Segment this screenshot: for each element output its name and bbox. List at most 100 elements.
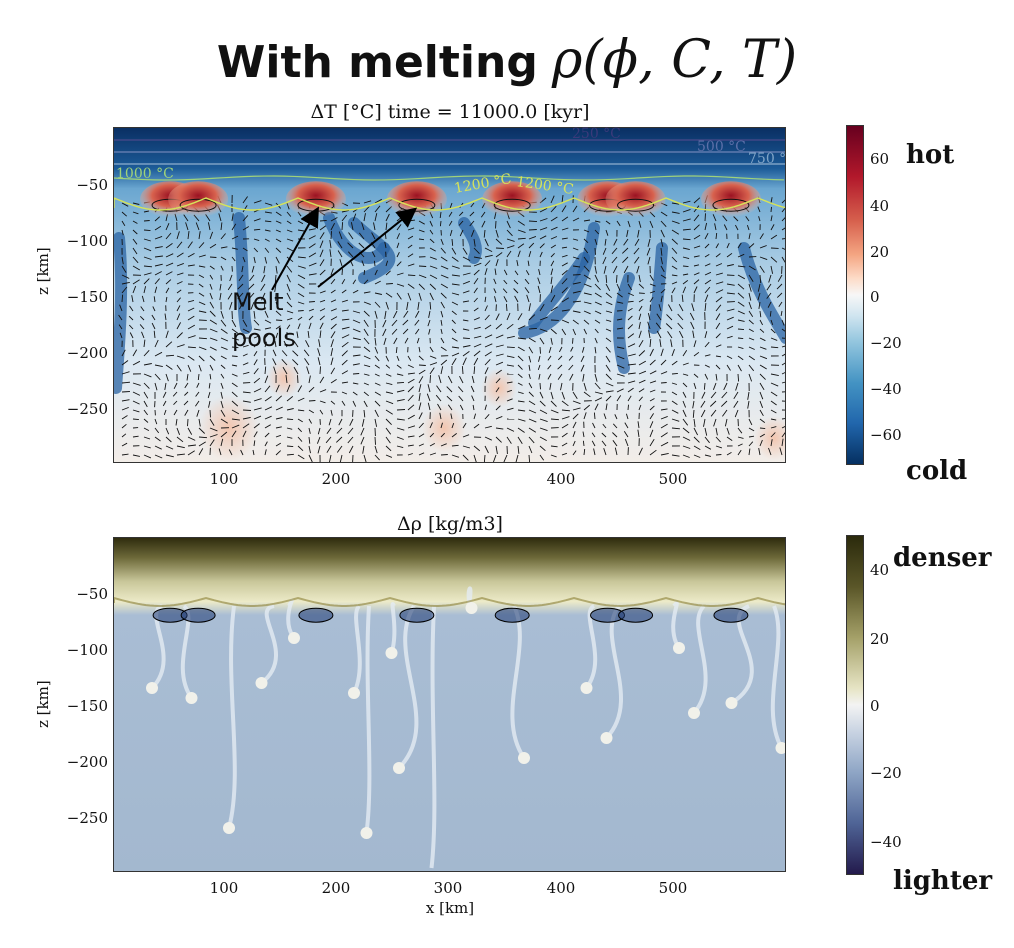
velocity-arrow — [396, 242, 400, 249]
plume-head — [518, 752, 530, 764]
velocity-arrow — [330, 331, 336, 339]
velocity-arrow — [715, 253, 721, 258]
velocity-arrow — [363, 319, 369, 327]
velocity-arrow — [748, 233, 751, 240]
velocity-arrow — [692, 409, 695, 418]
velocity-arrow — [275, 395, 283, 402]
velocity-arrow — [187, 427, 193, 435]
buoyant-plume — [352, 604, 362, 694]
velocity-arrow — [371, 232, 376, 240]
velocity-arrow — [583, 292, 592, 296]
velocity-arrow — [132, 382, 141, 386]
velocity-arrow — [143, 382, 150, 389]
velocity-arrow — [363, 382, 369, 386]
velocity-arrow — [374, 382, 381, 386]
velocity-arrow — [141, 331, 145, 339]
velocity-arrow — [615, 274, 618, 283]
velocity-arrow — [165, 232, 172, 240]
velocity-arrow — [693, 245, 701, 249]
velocity-arrow — [659, 339, 662, 348]
velocity-arrow — [275, 325, 281, 330]
velocity-arrow — [132, 202, 140, 205]
velocity-arrow — [330, 367, 336, 375]
velocity-arrow — [726, 308, 735, 312]
velocity-arrow — [220, 391, 223, 399]
velocity-arrow — [264, 327, 272, 330]
velocity-arrow — [385, 409, 393, 415]
cold-downwelling — [114, 232, 128, 394]
velocity-arrow — [407, 283, 415, 289]
velocity-arrow — [154, 216, 161, 222]
velocity-arrow — [528, 242, 535, 249]
velocity-arrow — [737, 310, 745, 315]
velocity-arrow — [384, 241, 387, 249]
velocity-arrow — [374, 355, 380, 362]
velocity-arrow — [704, 243, 710, 249]
velocity-arrow — [253, 431, 258, 438]
velocity-arrow — [264, 211, 272, 214]
velocity-arrow — [418, 238, 425, 241]
velocity-arrow — [440, 319, 443, 326]
velocity-arrow — [748, 337, 755, 341]
velocity-arrow — [374, 391, 381, 396]
velocity-arrow — [187, 315, 195, 321]
velocity-arrow — [286, 292, 291, 300]
velocity-arrow — [253, 200, 262, 204]
velocity-arrow — [121, 423, 127, 429]
velocity-arrow — [176, 355, 185, 359]
velocity-arrow — [132, 391, 141, 396]
velocity-arrow — [638, 274, 641, 283]
velocity-arrow — [517, 243, 525, 249]
velocity-arrow — [451, 292, 460, 296]
velocity-arrow — [407, 386, 414, 393]
velocity-arrow — [495, 259, 499, 267]
bottom-cbar-tick: 40 — [870, 561, 890, 579]
velocity-arrow — [495, 247, 504, 249]
velocity-arrow — [306, 366, 310, 375]
velocity-arrow — [515, 454, 519, 462]
velocity-arrow — [286, 229, 293, 233]
velocity-arrow — [704, 286, 711, 294]
velocity-arrow — [671, 360, 678, 366]
velocity-arrow — [649, 274, 654, 281]
velocity-arrow — [638, 313, 642, 321]
velocity-arrow — [275, 332, 279, 339]
top-ylabel: z [km] — [34, 247, 52, 295]
velocity-arrow — [198, 292, 205, 297]
velocity-arrow — [746, 224, 750, 231]
velocity-arrow — [162, 400, 167, 407]
velocity-arrow — [407, 404, 415, 411]
velocity-arrow — [506, 436, 512, 444]
velocity-arrow — [231, 328, 239, 334]
velocity-arrow — [352, 354, 361, 357]
velocity-arrow — [747, 391, 750, 400]
velocity-arrow — [660, 432, 668, 438]
velocity-arrow — [352, 391, 358, 396]
velocity-arrow — [325, 436, 332, 444]
velocity-arrow — [594, 310, 602, 315]
velocity-arrow — [748, 418, 753, 426]
velocity-arrow — [594, 220, 601, 223]
velocity-arrow — [396, 355, 400, 361]
velocity-arrow — [385, 418, 392, 426]
velocity-arrow — [462, 454, 469, 461]
velocity-arrow — [330, 379, 337, 384]
top-xtick: 400 — [546, 470, 576, 488]
velocity-arrow — [286, 301, 293, 308]
velocity-arrow — [429, 256, 437, 260]
velocity-arrow — [766, 283, 772, 291]
velocity-arrow — [693, 427, 699, 436]
velocity-arrow — [627, 380, 636, 384]
velocity-arrow — [308, 436, 311, 444]
velocity-arrow — [539, 427, 548, 432]
velocity-arrow — [283, 340, 288, 348]
velocity-arrow — [715, 313, 721, 321]
velocity-arrow — [385, 436, 391, 444]
velocity-arrow — [627, 308, 633, 312]
velocity-arrow — [572, 391, 578, 399]
bottom-ylabel: z [km] — [34, 680, 52, 728]
velocity-arrow — [440, 301, 445, 309]
velocity-arrow — [143, 400, 148, 408]
velocity-arrow — [198, 337, 207, 340]
velocity-arrow — [473, 278, 479, 285]
